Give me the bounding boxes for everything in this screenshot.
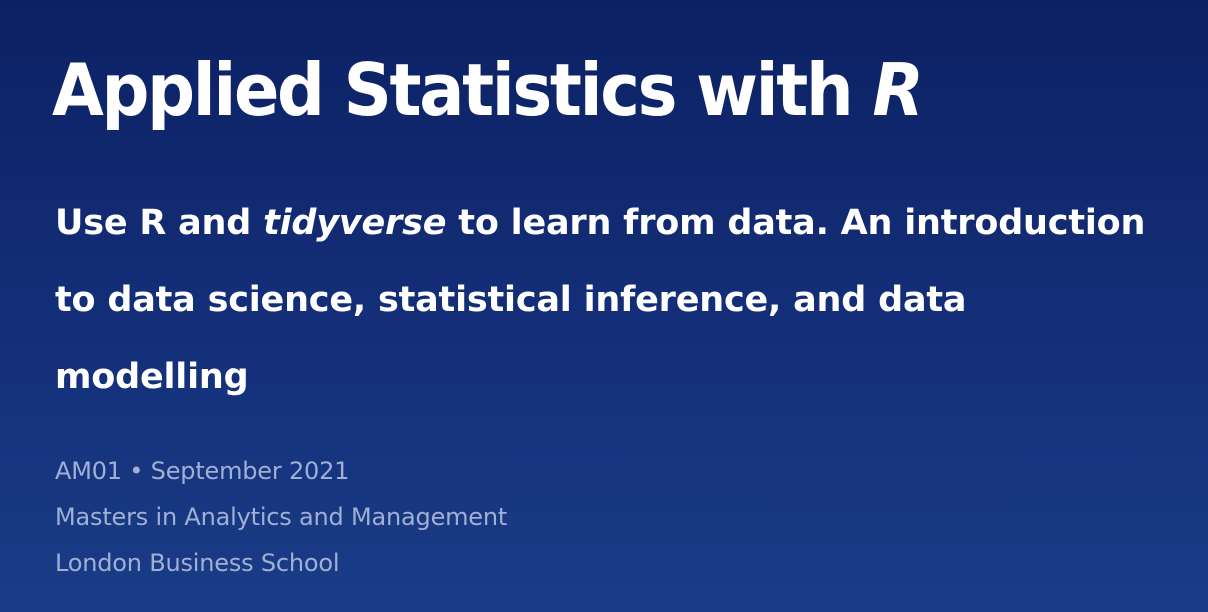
title-r-text: R — [872, 48, 924, 132]
course-date-line: AM01 • September 2021 — [55, 457, 350, 485]
school-line: London Business School — [55, 549, 340, 577]
subtitle-part1: Use R and — [55, 203, 252, 243]
slide-title: Applied Statistics with R — [52, 40, 924, 140]
subtitle-tidyverse: tidyverse — [263, 203, 447, 243]
slide-subtitle: Use R and tidyverse to learn from data. … — [55, 185, 1165, 416]
title-main-text: Applied Statistics with — [52, 48, 854, 132]
program-line: Masters in Analytics and Management — [55, 503, 508, 531]
subtitle-part2: to learn from data. An introduction to d… — [55, 203, 1146, 397]
slide-meta: AM01 • September 2021 Masters in Analyti… — [55, 448, 507, 586]
